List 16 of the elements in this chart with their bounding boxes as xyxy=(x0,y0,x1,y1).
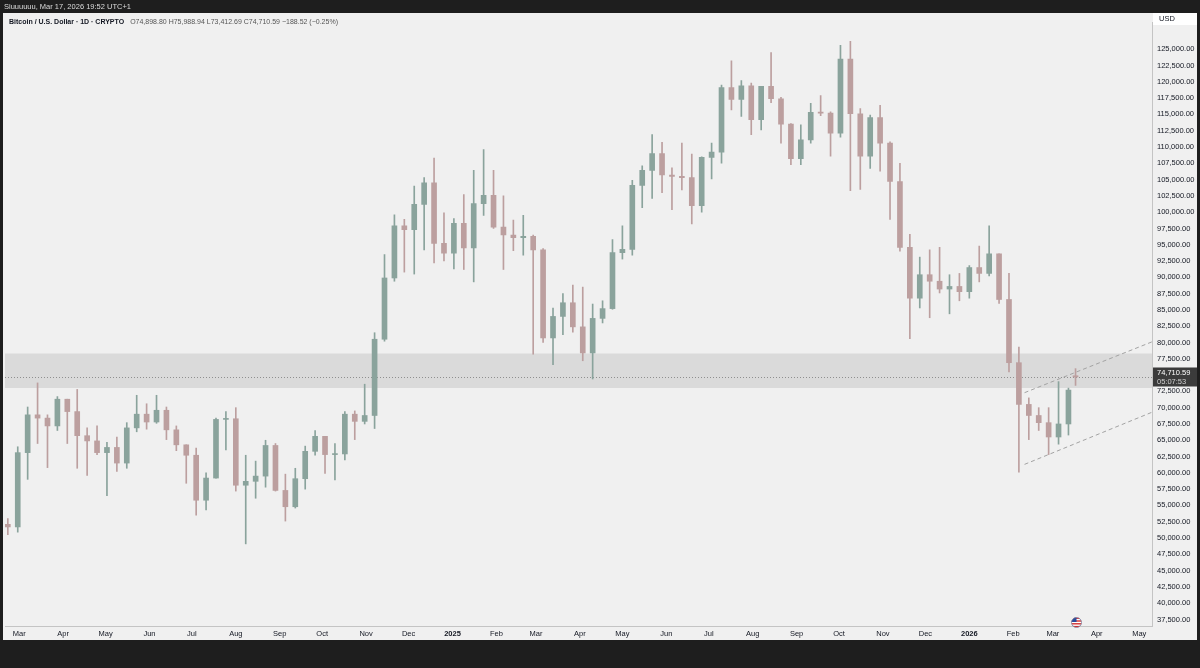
candlestick xyxy=(520,215,527,256)
candlestick xyxy=(976,245,983,283)
candlestick xyxy=(669,167,675,210)
candlestick xyxy=(104,441,110,496)
candlestick xyxy=(5,518,11,536)
candlestick xyxy=(441,212,447,262)
candlestick xyxy=(242,454,249,545)
candlestick xyxy=(223,411,229,451)
candlestick xyxy=(768,52,774,103)
candlestick xyxy=(401,218,408,273)
candlestick xyxy=(332,443,338,481)
candlestick xyxy=(530,234,537,355)
candlestick xyxy=(926,249,933,319)
candlestick xyxy=(361,383,368,425)
candlestick xyxy=(679,142,685,191)
candlestick xyxy=(84,427,90,476)
